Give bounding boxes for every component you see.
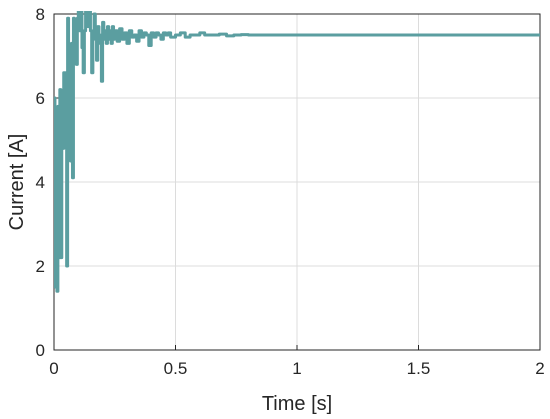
y-tick-label: 0: [36, 341, 45, 360]
x-axis-label: Time [s]: [262, 393, 332, 415]
y-tick-label: 2: [36, 257, 45, 276]
x-tick-label: 2: [535, 359, 544, 378]
y-tick-label: 4: [36, 173, 45, 192]
tick-labels: 0 0.5 1 1.5 2 0 2 4 6 8: [36, 5, 545, 378]
y-tick-label: 8: [36, 5, 45, 24]
y-tick-label: 6: [36, 89, 45, 108]
x-tick-label: 0: [49, 359, 58, 378]
x-tick-label: 1.5: [407, 359, 431, 378]
x-tick-label: 1: [292, 359, 301, 378]
plot-area: [54, 11, 540, 293]
grid: [53, 13, 541, 351]
x-tick-label: 0.5: [164, 359, 188, 378]
y-axis-label: Current [A]: [6, 134, 28, 231]
current-series-line: [54, 11, 540, 293]
